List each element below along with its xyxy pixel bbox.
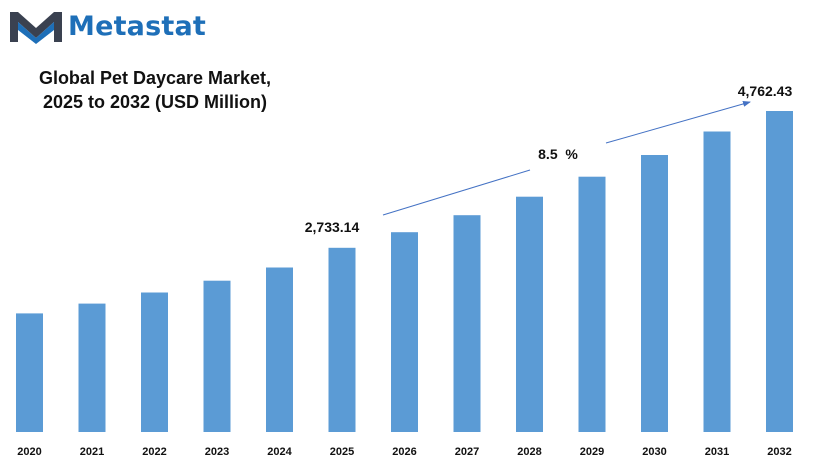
bar-2025 xyxy=(328,247,356,432)
x-tick-2025: 2025 xyxy=(330,446,354,458)
bar-2030 xyxy=(641,155,668,432)
cagr-label: 8.5 % xyxy=(538,146,578,162)
brand-logo: Metastat xyxy=(8,6,206,46)
growth-arrow-right xyxy=(605,101,751,144)
chart-title-line-1: Global Pet Daycare Market, xyxy=(38,68,272,88)
x-tick-2030: 2030 xyxy=(642,446,666,458)
bar-2022 xyxy=(141,292,168,432)
metastat-m-logo-icon xyxy=(10,12,62,44)
bar-2032 xyxy=(766,111,793,432)
chart-title-line-2: 2025 to 2032 (USD Million) xyxy=(42,92,268,112)
x-tick-2020: 2020 xyxy=(17,446,41,458)
x-tick-2023: 2023 xyxy=(205,446,229,458)
x-tick-2021: 2021 xyxy=(80,446,104,458)
bar-2026 xyxy=(391,232,418,432)
bar-2024 xyxy=(266,267,293,432)
x-tick-2027: 2027 xyxy=(455,446,479,458)
growth-arrow-left xyxy=(382,169,531,216)
end-value-label: 4,762.43 xyxy=(738,83,793,99)
x-tick-2029: 2029 xyxy=(580,446,604,458)
bar-2027 xyxy=(453,215,481,432)
bar-2023 xyxy=(203,280,231,432)
bar-2021 xyxy=(78,303,106,432)
x-tick-2022: 2022 xyxy=(142,446,166,458)
x-tick-2026: 2026 xyxy=(392,446,416,458)
bar-2028 xyxy=(516,196,543,432)
bar-2020 xyxy=(16,313,43,432)
bar-2031 xyxy=(703,131,731,432)
x-tick-2032: 2032 xyxy=(767,446,791,458)
brand-name: Metastat xyxy=(68,10,207,42)
bar-2029 xyxy=(578,176,606,432)
bars-group xyxy=(16,111,793,432)
x-tick-2031: 2031 xyxy=(705,446,729,458)
x-tick-2024: 2024 xyxy=(267,446,292,458)
x-axis-tick-labels: 2020 2021 2022 2023 2024 2025 2026 2027 2028 2029… xyxy=(17,446,791,458)
x-tick-2028: 2028 xyxy=(517,446,541,458)
chart-title: Global Pet Daycare Market, 2025 to 2032 … xyxy=(20,66,290,114)
start-value-label: 2,733.14 xyxy=(305,219,360,235)
